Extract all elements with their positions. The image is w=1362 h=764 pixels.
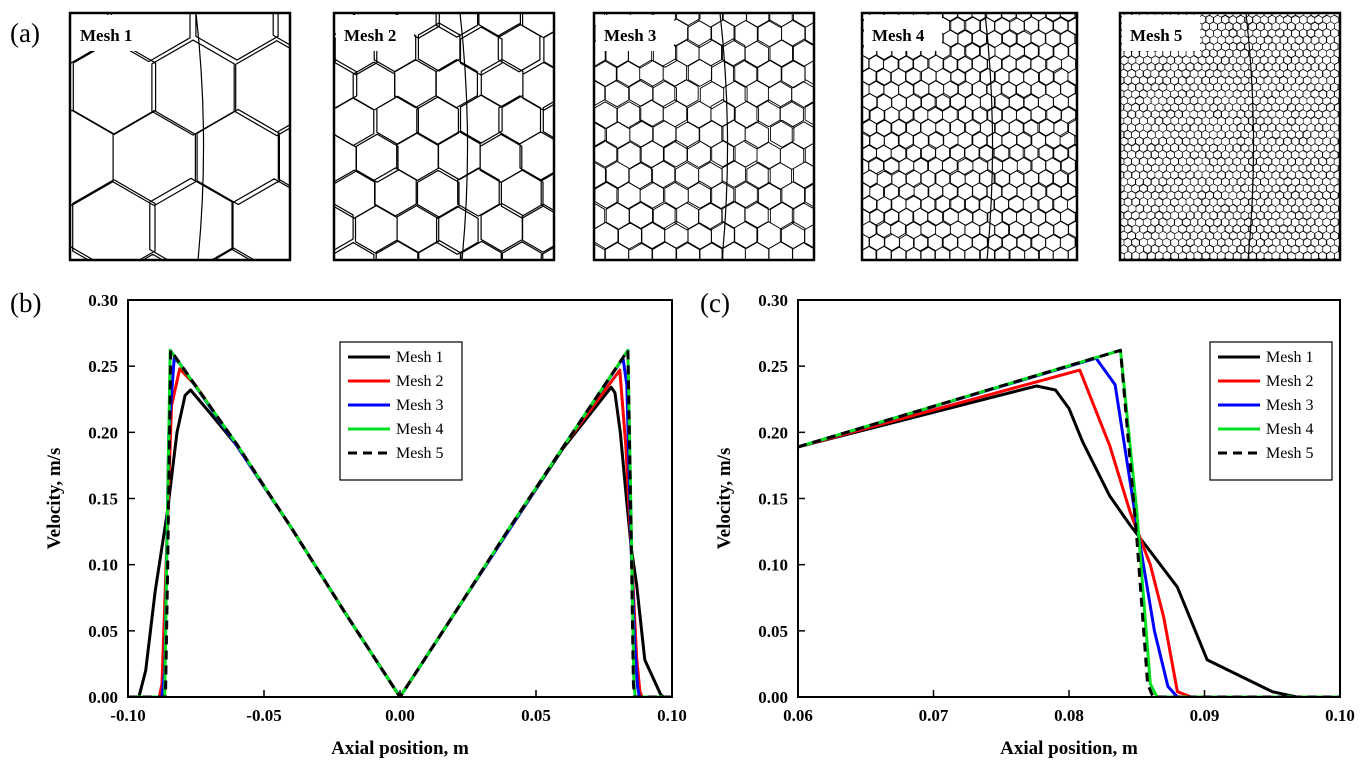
interface-curve	[459, 13, 469, 260]
mesh-label: Mesh 2	[344, 26, 396, 45]
mesh-label: Mesh 1	[80, 26, 132, 45]
mesh-frame	[68, 11, 292, 262]
legend-label: Mesh 5	[1266, 445, 1314, 462]
legend-label: Mesh 1	[1266, 349, 1314, 366]
panel-label-a: (a)	[10, 18, 40, 48]
series-group	[798, 348, 1340, 697]
y-tick-label: 0.10	[758, 556, 788, 575]
y-tick-label: 0.30	[758, 291, 788, 310]
legend: Mesh 1 Mesh 2 Mesh 3 Mesh 4 Mesh 5	[1209, 341, 1333, 481]
legend-label: Mesh 5	[396, 445, 444, 462]
mesh-thumbnail-4: Mesh 4	[860, 11, 1079, 262]
legend-label: Mesh 2	[1266, 373, 1314, 390]
x-tick-label: 0.08	[1054, 706, 1084, 725]
series-line-mesh-2	[798, 368, 1340, 697]
y-tick-label: 0.25	[758, 357, 788, 376]
legend-label: Mesh 2	[396, 373, 444, 390]
mesh-cells	[862, 13, 1077, 260]
y-tick-label: 0.30	[88, 291, 118, 310]
y-tick-label: 0.00	[758, 688, 788, 707]
x-tick-label: 0.06	[783, 706, 813, 725]
y-tick-label: 0.05	[758, 622, 788, 641]
mesh-thumbnail-5: Mesh 5	[1118, 11, 1342, 262]
x-tick-label: 0.05	[521, 706, 551, 725]
panel-c: (c) 0.00 0.05 0.10 0.15 0.20 0.25 0.30 0.06 0.07…	[700, 288, 1355, 759]
panel-a: (a) Mesh 1 Mesh 2 Mesh 3 Mesh 4 Mesh 5	[10, 11, 1342, 262]
series-line-mesh-3	[798, 356, 1340, 697]
mesh-frame	[1118, 11, 1342, 262]
legend-label: Mesh 1	[396, 349, 444, 366]
interface-curve	[719, 13, 729, 260]
mesh-thumbnail-2: Mesh 2	[332, 11, 556, 262]
mesh-label: Mesh 3	[604, 26, 656, 45]
series-line-mesh-5	[128, 348, 672, 697]
y-tick-label: 0.20	[88, 423, 118, 442]
x-axis-label: Axial position, m	[1000, 738, 1138, 759]
panel-label-b: (b)	[10, 288, 41, 318]
plot-frame	[797, 299, 1341, 698]
y-tick-label: 0.00	[88, 688, 118, 707]
interface-curve	[984, 13, 994, 260]
mesh-cells	[70, 13, 290, 260]
chart-b: 0.00 0.05 0.10 0.15 0.20 0.25 0.30 -0.10 -0.05 0.…	[44, 291, 687, 759]
panel-b: (b) 0.00 0.05 0.10 0.15 0.20 0.25 0.30 -0.10 -0.…	[10, 288, 687, 759]
chart-c: 0.00 0.05 0.10 0.15 0.20 0.25 0.30 0.06 0.07 0.08…	[714, 291, 1355, 759]
y-tick-label: 0.10	[88, 556, 118, 575]
mesh-frame	[860, 11, 1079, 262]
series-group	[128, 348, 672, 697]
legend: Mesh 1 Mesh 2 Mesh 3 Mesh 4 Mesh 5	[339, 341, 463, 481]
x-tick-label: 0.10	[657, 706, 687, 725]
mesh-cells	[334, 13, 554, 260]
y-tick-label: 0.25	[88, 357, 118, 376]
y-tick-label: 0.05	[88, 622, 118, 641]
y-tick-label: 0.20	[758, 423, 788, 442]
panel-label-c: (c)	[700, 288, 730, 318]
x-axis-label: Axial position, m	[331, 738, 469, 759]
x-tick-label: 0.00	[385, 706, 415, 725]
interface-curve	[1245, 13, 1255, 260]
legend-label: Mesh 3	[396, 397, 444, 414]
mesh-label: Mesh 5	[1130, 26, 1182, 45]
x-tick-label: 0.09	[1190, 706, 1220, 725]
legend-label: Mesh 3	[1266, 397, 1314, 414]
mesh-label: Mesh 4	[872, 26, 925, 45]
mesh-frame	[332, 11, 556, 262]
y-tick-label: 0.15	[758, 490, 788, 509]
legend-label: Mesh 4	[396, 421, 444, 438]
x-tick-label: -0.10	[110, 706, 145, 725]
legend-label: Mesh 4	[1266, 421, 1314, 438]
y-tick-label: 0.15	[88, 490, 118, 509]
series-line-mesh-4	[798, 348, 1340, 697]
series-line-mesh-1	[798, 384, 1340, 697]
interface-curve	[195, 13, 205, 260]
mesh-thumbnail-1: Mesh 1	[68, 11, 292, 262]
plot-frame	[127, 299, 673, 698]
mesh-frame	[592, 11, 816, 262]
y-axis-label: Velocity, m/s	[714, 448, 735, 550]
x-tick-label: 0.10	[1325, 706, 1355, 725]
y-axis-label: Velocity, m/s	[44, 448, 65, 550]
x-tick-label: 0.07	[919, 706, 949, 725]
mesh-thumbnails: Mesh 1 Mesh 2 Mesh 3 Mesh 4 Mesh 5	[68, 11, 1342, 262]
mesh-thumbnail-3: Mesh 3	[592, 11, 816, 262]
x-tick-label: -0.05	[246, 706, 281, 725]
